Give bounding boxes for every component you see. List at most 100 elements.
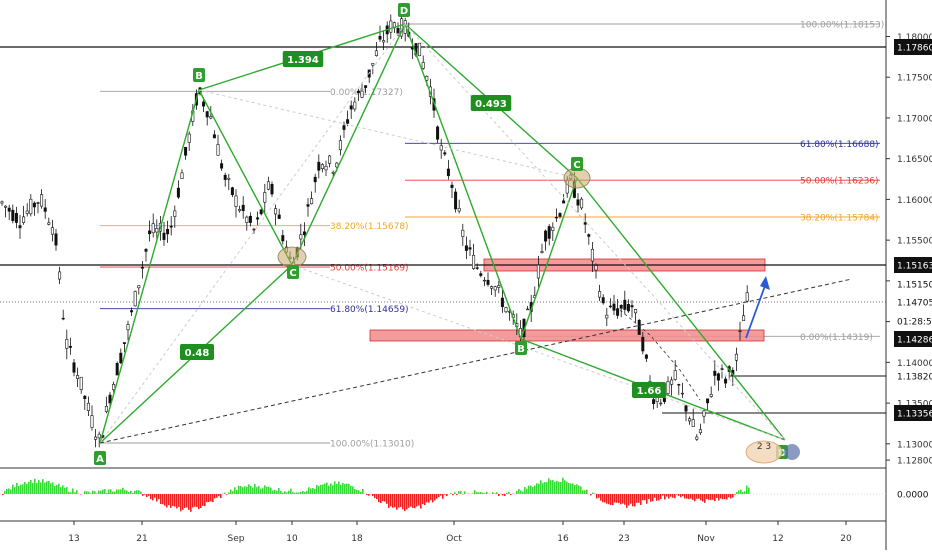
candle-body — [591, 249, 593, 261]
oscillator-bar-positive — [280, 491, 282, 494]
oscillator-bar-positive — [100, 491, 102, 494]
oscillator-bar-positive — [278, 488, 280, 494]
oscillator-bar-positive — [450, 493, 452, 494]
candle-body — [224, 175, 226, 179]
time-tick-label: 16 — [557, 534, 569, 544]
candle-body — [505, 308, 507, 312]
oscillator-bar-negative — [376, 494, 378, 499]
candle-body — [325, 166, 327, 170]
candle-body — [310, 199, 312, 204]
oscillator-bar-positive — [554, 482, 556, 494]
oscillator-bar-positive — [356, 490, 358, 494]
oscillator-bar-positive — [548, 478, 550, 494]
oscillator-bar-positive — [582, 490, 584, 494]
candle-body — [307, 205, 309, 207]
oscillator-bar-positive — [114, 492, 116, 494]
oscillator-bar-positive — [256, 487, 258, 494]
oscillator-bar-negative — [378, 494, 380, 502]
oscillator-bar-negative — [420, 494, 422, 509]
oscillator-bar-negative — [200, 494, 202, 508]
oscillator-bar-positive — [744, 491, 746, 494]
oscillator-bar-negative — [600, 494, 602, 501]
oscillator-bar-negative — [198, 494, 200, 509]
pattern-ratio-label: 1.66 — [637, 386, 662, 397]
oscillator-bar-positive — [106, 493, 108, 494]
candle-body — [735, 354, 737, 360]
oscillator-bar-positive — [118, 490, 120, 494]
oscillator-bar-negative — [442, 494, 444, 499]
oscillator-bar-negative — [202, 494, 204, 506]
oscillator-bar-positive — [550, 480, 552, 494]
oscillator-bar-negative — [426, 494, 428, 502]
oscillator-bar-negative — [672, 494, 674, 498]
time-tick-label: 13 — [68, 534, 79, 544]
candle-body — [480, 274, 482, 276]
oscillator-bar-positive — [532, 487, 534, 494]
oscillator-bar-positive — [230, 490, 232, 494]
oscillator-bar-negative — [182, 494, 184, 510]
oscillator-bar-negative — [646, 494, 648, 504]
oscillator-bar-positive — [294, 493, 296, 494]
oscillator-bar-positive — [558, 482, 560, 494]
candle-body — [559, 213, 561, 216]
candle-body — [354, 102, 356, 109]
oscillator-bar-positive — [112, 492, 114, 494]
fib-level-label: 100.00%(1.13010) — [330, 440, 414, 450]
event-badge-label: 2 3 — [757, 442, 771, 452]
oscillator-bar-negative — [156, 494, 158, 502]
oscillator-bar-positive — [518, 489, 520, 494]
oscillator-bar-positive — [306, 491, 308, 494]
candle-body — [40, 195, 42, 207]
oscillator-bar-negative — [688, 494, 690, 499]
oscillator-bar-positive — [66, 487, 68, 494]
oscillator-bar-positive — [592, 493, 594, 494]
candle-body — [577, 200, 579, 205]
candle-body — [181, 173, 183, 179]
oscillator-bar-positive — [362, 489, 364, 494]
price-tag-label: 1.15163 — [897, 262, 932, 272]
candle-body — [462, 230, 464, 236]
candle-body — [152, 224, 154, 233]
pattern-ratio-label: 1.394 — [287, 55, 319, 66]
oscillator-bar-positive — [326, 483, 328, 494]
oscillator-bar-negative — [210, 494, 212, 501]
candle-body — [174, 211, 176, 217]
oscillator-bar-positive — [296, 492, 298, 494]
candle-body — [73, 363, 75, 373]
oscillator-bar-positive — [128, 492, 130, 494]
oscillator-bar-negative — [734, 494, 736, 495]
candle-body — [483, 280, 485, 281]
oscillator-bar-positive — [52, 482, 54, 494]
pattern-point-label: A — [96, 454, 104, 465]
oscillator-bar-positive — [36, 483, 38, 494]
candle-body — [541, 251, 543, 252]
candle-body — [220, 164, 222, 169]
candle-body — [739, 331, 741, 332]
oscillator-bar-negative — [162, 494, 164, 504]
candle-body — [267, 182, 269, 189]
oscillator-bar-negative — [408, 494, 410, 508]
oscillator-bar-positive — [576, 484, 578, 494]
oscillator-bar-positive — [74, 492, 76, 494]
candle-body — [490, 287, 492, 289]
oscillator-bar-positive — [736, 492, 738, 494]
candle-body — [350, 106, 352, 109]
oscillator-bar-positive — [474, 490, 476, 494]
candle-body — [202, 102, 204, 106]
oscillator-bar-positive — [508, 492, 510, 494]
oscillator-bar-negative — [710, 494, 712, 500]
candle-body — [253, 229, 255, 230]
oscillator-bar-positive — [236, 490, 238, 494]
oscillator-bar-negative — [190, 494, 192, 512]
candle-body — [66, 339, 68, 348]
oscillator-bar-positive — [228, 492, 230, 494]
price-tag-label: 01:28:50 — [897, 318, 932, 328]
oscillator-bar-negative — [416, 494, 418, 506]
candle-body — [343, 126, 345, 130]
candle-body — [278, 215, 280, 219]
oscillator-bar-positive — [506, 493, 508, 494]
oscillator-bar-negative — [430, 494, 432, 500]
oscillator-bar-negative — [392, 494, 394, 508]
candle-body — [379, 36, 381, 39]
